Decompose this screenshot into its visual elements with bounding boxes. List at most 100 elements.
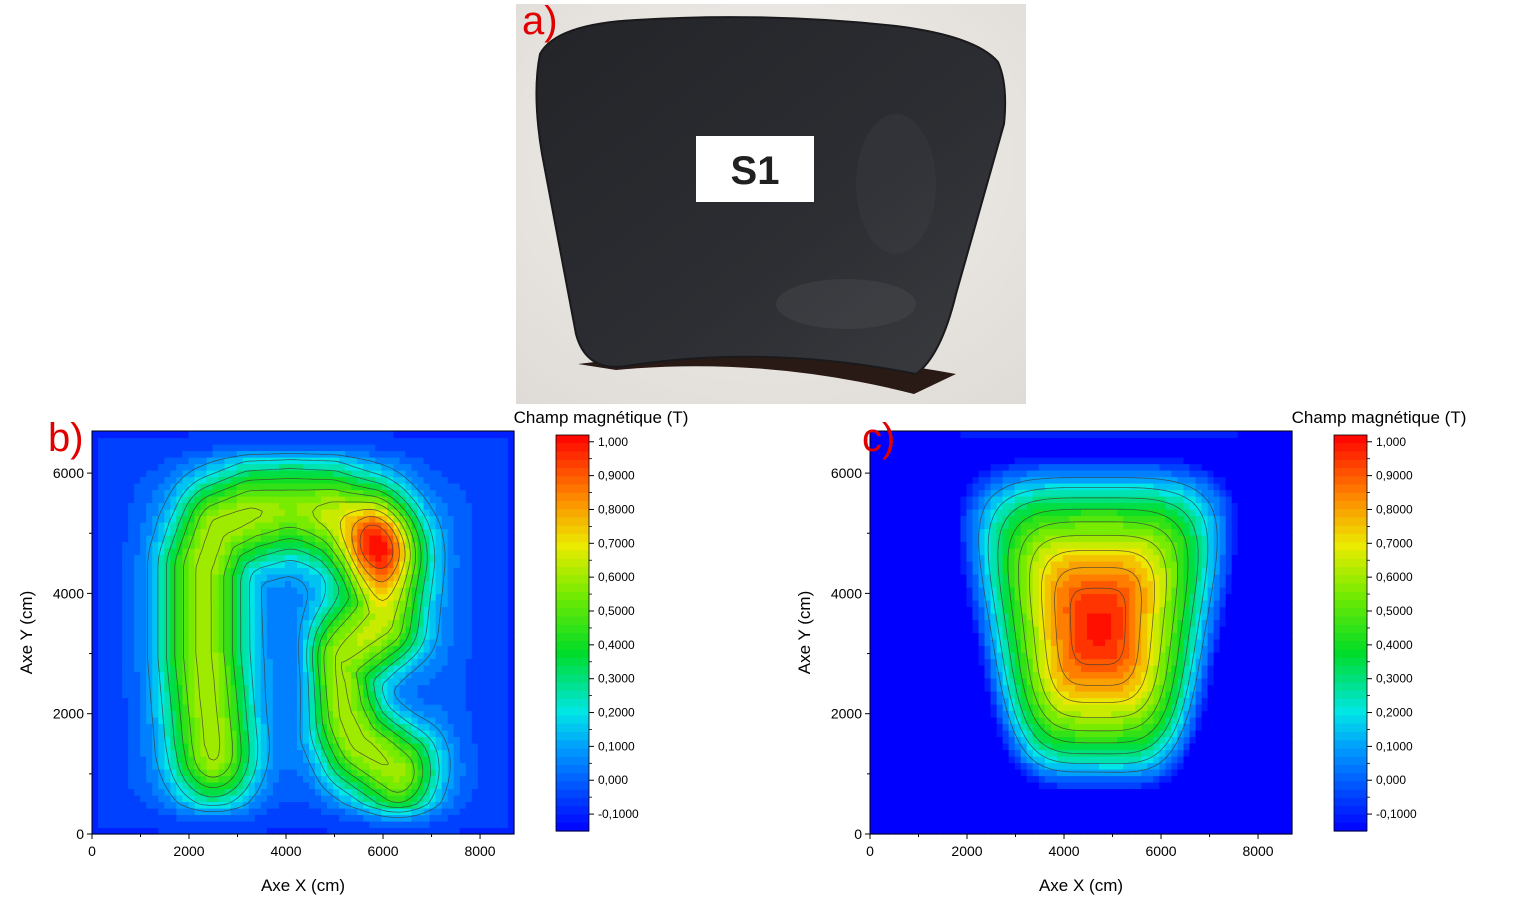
heatmap-cell — [194, 548, 202, 556]
heatmap-cell — [176, 691, 184, 699]
heatmap-cell — [477, 619, 485, 627]
heatmap-cell — [501, 762, 509, 770]
heatmap-cell — [465, 691, 473, 699]
heatmap-cell — [110, 470, 117, 478]
heatmap-cell — [501, 444, 509, 452]
heatmap-cell — [188, 476, 196, 484]
heatmap-cell — [206, 567, 214, 575]
heatmap-cell — [507, 717, 515, 725]
heatmap-cell — [453, 684, 461, 692]
heatmap-cell — [453, 548, 461, 556]
heatmap-cell — [435, 613, 443, 621]
heatmap-cell — [278, 509, 286, 517]
heatmap-cell — [345, 691, 352, 699]
heatmap-cell — [315, 827, 322, 835]
heatmap-cell — [92, 704, 99, 712]
heatmap-cell — [912, 769, 919, 777]
heatmap-cell — [92, 489, 99, 497]
heatmap-cell — [441, 658, 449, 666]
heatmap-cell — [411, 580, 419, 588]
heatmap-cell — [200, 496, 208, 504]
heatmap-cell — [435, 775, 443, 783]
heatmap-cell — [351, 522, 358, 530]
heatmap-cell — [393, 502, 401, 510]
heatmap-cell — [128, 476, 135, 484]
heatmap-cell — [110, 535, 117, 543]
heatmap-cell — [393, 593, 401, 601]
heatmap-cell — [98, 717, 105, 725]
heatmap-cell — [104, 606, 111, 614]
heatmap-cell — [894, 613, 901, 621]
heatmap-cell — [471, 457, 479, 465]
heatmap-cell — [116, 600, 123, 608]
heatmap-cell — [128, 587, 135, 595]
heatmap-cell — [888, 697, 895, 705]
heatmap-cell — [218, 619, 226, 627]
heatmap-cell — [206, 775, 214, 783]
heatmap-cell — [242, 801, 250, 809]
heatmap-cell — [248, 613, 256, 621]
heatmap-cell — [266, 678, 274, 686]
heatmap-cell — [134, 704, 141, 712]
heatmap-cell — [363, 665, 370, 673]
heatmap-cell — [176, 541, 184, 549]
heatmap-cell — [345, 502, 352, 510]
heatmap-cell — [375, 730, 382, 738]
heatmap-cell — [122, 743, 129, 751]
heatmap-cell — [507, 788, 515, 796]
heatmap-cell — [200, 684, 208, 692]
heatmap-cell — [429, 431, 437, 439]
heatmap-cell — [248, 652, 256, 660]
heatmap-cell — [284, 567, 292, 575]
heatmap-cell — [363, 769, 370, 777]
heatmap-cell — [363, 587, 370, 595]
heatmap-cell — [900, 795, 907, 803]
heatmap-cell — [140, 437, 147, 445]
heatmap-cell — [435, 808, 443, 816]
heatmap-cell — [900, 762, 907, 770]
heatmap-cell — [399, 483, 407, 491]
heatmap-cell — [501, 691, 509, 699]
heatmap-cell — [272, 782, 280, 790]
heatmap-cell — [278, 632, 286, 640]
heatmap-cell — [327, 463, 334, 471]
heatmap-cell — [188, 769, 196, 777]
heatmap-cell — [447, 522, 455, 530]
heatmap-cell — [369, 580, 376, 588]
heatmap-cell — [182, 593, 190, 601]
heatmap-cell — [98, 782, 105, 790]
heatmap-cell — [495, 535, 503, 543]
heatmap-cell — [290, 801, 298, 809]
heatmap-cell — [158, 762, 165, 770]
heatmap-cell — [477, 437, 485, 445]
heatmap-cell — [134, 567, 141, 575]
heatmap-cell — [266, 762, 274, 770]
heatmap-cell — [266, 626, 274, 634]
heatmap-cell — [182, 717, 190, 725]
heatmap-cell — [260, 496, 268, 504]
heatmap-cell — [266, 567, 274, 575]
heatmap-cell — [483, 762, 491, 770]
heatmap-cell — [435, 574, 443, 582]
heatmap-cell — [882, 548, 889, 556]
heatmap-cell — [375, 548, 382, 556]
heatmap-cell — [134, 535, 141, 543]
heatmap-cell — [870, 515, 877, 523]
heatmap-cell — [429, 795, 437, 803]
heatmap-cell — [92, 814, 99, 822]
heatmap-cell — [906, 749, 913, 757]
heatmap-cell — [441, 502, 449, 510]
heatmap-cell — [122, 593, 129, 601]
heatmap-cell — [164, 483, 171, 491]
heatmap-cell — [152, 632, 159, 640]
heatmap-cell — [906, 509, 913, 517]
heatmap-cell — [116, 808, 123, 816]
heatmap-cell — [230, 639, 238, 647]
heatmap-cell — [303, 671, 310, 679]
heatmap-cell — [900, 528, 907, 536]
heatmap-cell — [266, 522, 274, 530]
heatmap-cell — [483, 528, 491, 536]
heatmap-cell — [272, 801, 280, 809]
heatmap-cell — [399, 684, 407, 692]
heatmap-cell — [242, 548, 250, 556]
